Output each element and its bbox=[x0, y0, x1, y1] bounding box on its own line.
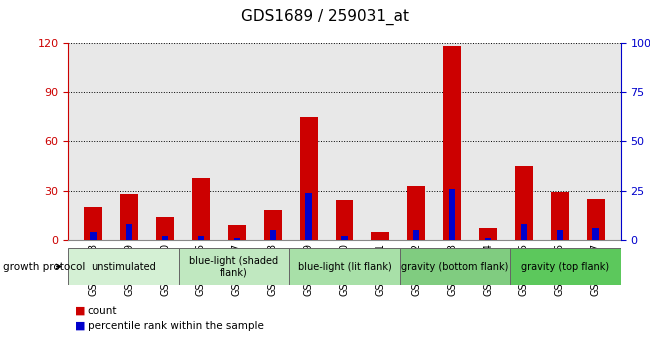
Text: gravity (top flank): gravity (top flank) bbox=[521, 262, 610, 272]
Bar bbox=[479, 228, 497, 240]
Bar bbox=[228, 225, 246, 240]
Text: growth protocol: growth protocol bbox=[3, 262, 86, 272]
Bar bbox=[126, 224, 133, 240]
Bar bbox=[593, 228, 599, 240]
Bar bbox=[449, 189, 455, 240]
Text: ■: ■ bbox=[75, 306, 85, 315]
Bar bbox=[556, 230, 563, 240]
Bar bbox=[162, 236, 168, 240]
Bar bbox=[156, 217, 174, 240]
Bar bbox=[515, 166, 533, 240]
Text: gravity (bottom flank): gravity (bottom flank) bbox=[401, 262, 509, 272]
Bar bbox=[341, 236, 348, 240]
Bar bbox=[485, 238, 491, 240]
Bar bbox=[371, 231, 389, 240]
Bar bbox=[68, 248, 179, 285]
Bar bbox=[335, 200, 354, 240]
Text: count: count bbox=[88, 306, 117, 315]
Bar bbox=[400, 248, 510, 285]
Bar bbox=[587, 199, 605, 240]
Bar bbox=[443, 47, 461, 240]
Text: blue-light (shaded
flank): blue-light (shaded flank) bbox=[189, 256, 279, 277]
Bar bbox=[84, 207, 102, 240]
Bar bbox=[408, 186, 425, 240]
Text: unstimulated: unstimulated bbox=[91, 262, 156, 272]
Bar bbox=[551, 192, 569, 240]
Text: blue-light (lit flank): blue-light (lit flank) bbox=[298, 262, 391, 272]
Bar bbox=[413, 230, 419, 240]
Bar bbox=[300, 117, 318, 240]
Bar bbox=[270, 230, 276, 240]
Text: ■: ■ bbox=[75, 321, 85, 331]
Bar bbox=[192, 177, 210, 240]
Bar bbox=[289, 248, 400, 285]
Bar bbox=[234, 238, 240, 240]
Bar bbox=[198, 236, 204, 240]
Bar bbox=[120, 194, 138, 240]
Text: GDS1689 / 259031_at: GDS1689 / 259031_at bbox=[241, 9, 409, 25]
Bar bbox=[264, 210, 281, 240]
Bar bbox=[306, 193, 312, 240]
Text: percentile rank within the sample: percentile rank within the sample bbox=[88, 321, 264, 331]
Bar bbox=[179, 248, 289, 285]
Bar bbox=[521, 224, 527, 240]
Bar bbox=[510, 248, 621, 285]
Bar bbox=[90, 232, 96, 240]
